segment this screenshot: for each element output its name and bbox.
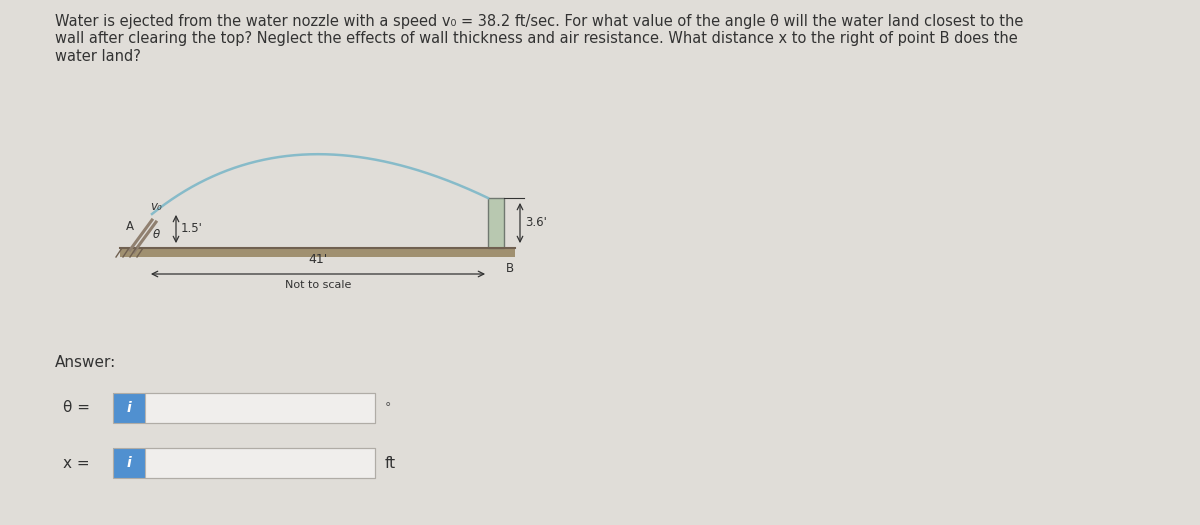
Text: i: i (127, 401, 131, 415)
Text: x =: x = (64, 456, 90, 470)
Text: Not to scale: Not to scale (284, 280, 352, 290)
Text: Water is ejected from the water nozzle with a speed v₀ = 38.2 ft/sec. For what v: Water is ejected from the water nozzle w… (55, 14, 1024, 64)
Polygon shape (488, 198, 504, 248)
Text: ft: ft (385, 456, 396, 470)
Text: i: i (127, 456, 131, 470)
Text: °: ° (385, 402, 391, 415)
Polygon shape (113, 448, 145, 478)
Polygon shape (113, 393, 145, 423)
Text: θ =: θ = (64, 401, 90, 415)
Text: θ: θ (154, 227, 161, 240)
Text: v₀: v₀ (150, 200, 162, 213)
Text: 3.6': 3.6' (526, 216, 547, 229)
Text: 1.5': 1.5' (181, 223, 203, 236)
Polygon shape (145, 393, 374, 423)
Text: Answer:: Answer: (55, 355, 116, 370)
Text: A: A (126, 219, 134, 233)
Text: 41': 41' (308, 253, 328, 266)
Text: B: B (506, 262, 514, 275)
Polygon shape (145, 448, 374, 478)
